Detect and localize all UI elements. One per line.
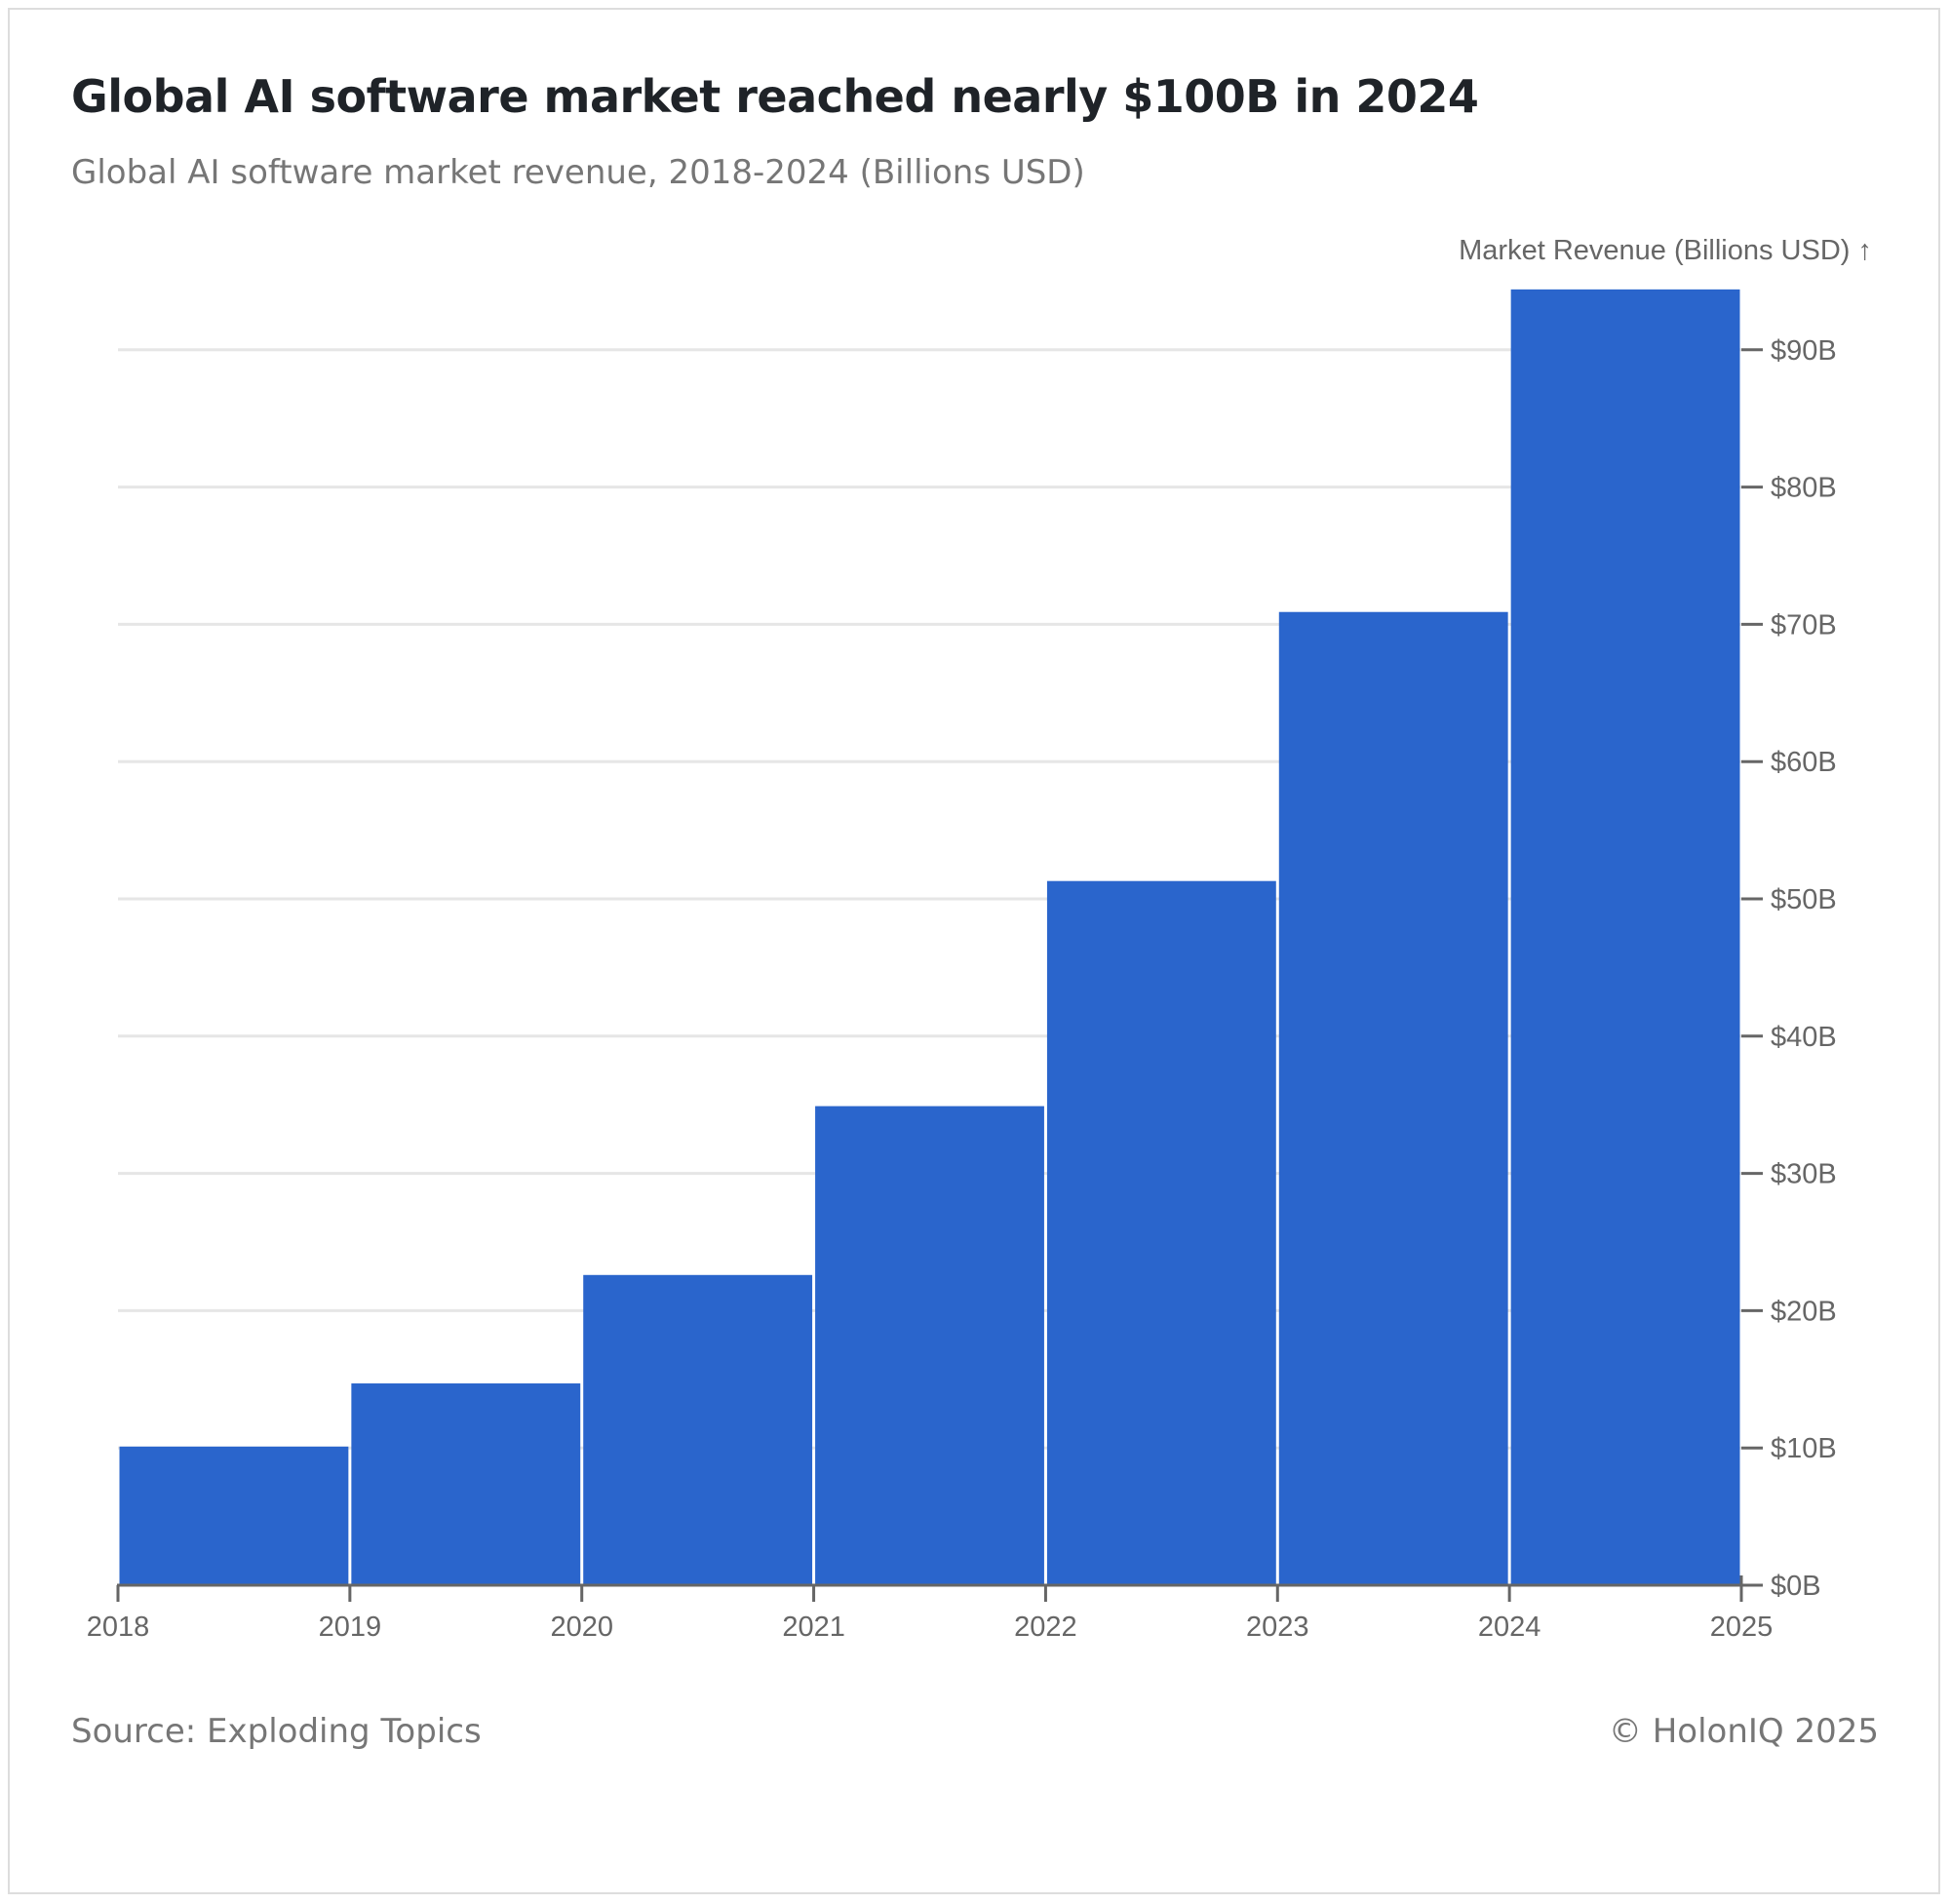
x-tick-label: 2021: [782, 1612, 845, 1643]
bars: [119, 289, 1740, 1585]
bar: [119, 1446, 349, 1585]
y-tick-label: $10B: [1771, 1433, 1837, 1464]
x-tick-label: 2019: [319, 1612, 382, 1643]
chart-title: Global AI software market reached nearly…: [71, 70, 1479, 123]
y-axis-title: Market Revenue (Billions USD) ↑: [1459, 235, 1872, 266]
y-tick-label: $20B: [1771, 1296, 1837, 1327]
x-tick-label: 2025: [1710, 1612, 1774, 1643]
bar: [1278, 611, 1508, 1585]
x-tick-label: 2024: [1478, 1612, 1541, 1643]
y-tick-label: $70B: [1771, 609, 1837, 641]
y-tick-label: $40B: [1771, 1022, 1837, 1053]
y-tick-label: $60B: [1771, 747, 1837, 778]
chart-subtitle: Global AI software market revenue, 2018-…: [71, 153, 1085, 192]
bar: [815, 1106, 1044, 1585]
x-tick-label: 2022: [1014, 1612, 1077, 1643]
axes: $0B $10B $20B $30B $40B $50B $60B $70B $80B $90B 2…: [87, 335, 1837, 1643]
bar: [351, 1383, 581, 1585]
x-tick-label: 2018: [87, 1612, 150, 1643]
copyright-note: © HolonIQ 2025: [1608, 1712, 1879, 1751]
bar: [1510, 289, 1740, 1585]
bar: [1046, 880, 1276, 1585]
y-tick-label: $0B: [1771, 1571, 1821, 1602]
source-note: Source: Exploding Topics: [71, 1712, 482, 1751]
x-tick-label: 2023: [1246, 1612, 1309, 1643]
y-tick-label: $80B: [1771, 473, 1837, 504]
y-tick-label: $90B: [1771, 335, 1837, 367]
y-tick-label: $50B: [1771, 884, 1837, 915]
y-tick-label: $30B: [1771, 1159, 1837, 1190]
x-tick-label: 2020: [550, 1612, 613, 1643]
bar: [583, 1274, 813, 1585]
